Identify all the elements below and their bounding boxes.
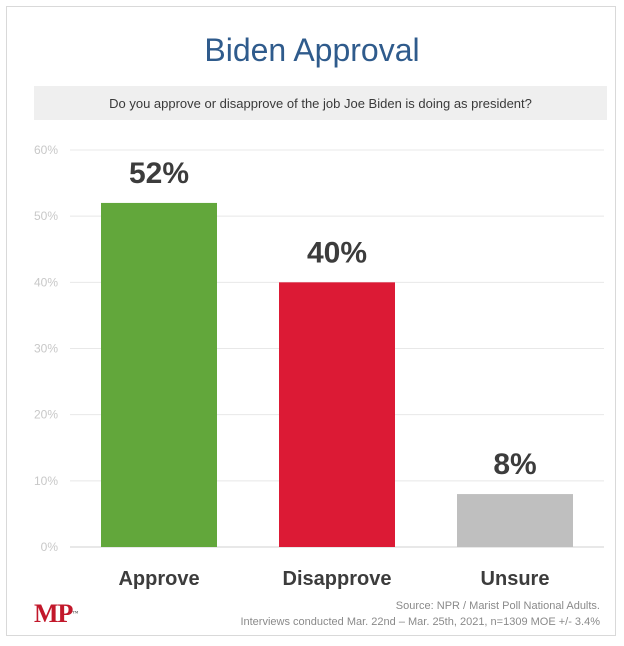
category-label: Unsure [481,568,550,590]
category-label: Approve [118,568,199,590]
y-tick-label: 60% [34,143,58,157]
logo-trademark: ™ [72,611,78,617]
logo-text: MP [34,599,73,628]
bar-unsure [457,494,573,547]
y-tick-label: 30% [34,342,58,356]
category-label: Disapprove [283,568,392,590]
y-tick-label: 40% [34,275,58,289]
chart-title: Biden Approval [204,32,420,68]
y-tick-label: 50% [34,209,58,223]
bar-disapprove [279,282,395,547]
data-label: 52% [129,157,189,190]
marist-poll-logo: MP™ [34,599,78,628]
source-note: Source: NPR / Marist Poll National Adult… [240,598,600,630]
y-tick-label: 0% [41,540,59,554]
data-label: 8% [493,448,536,481]
chart-subtitle: Do you approve or disapprove of the job … [109,95,532,111]
data-label: 40% [307,236,367,269]
source-line-2: Interviews conducted Mar. 22nd – Mar. 25… [240,616,600,628]
y-tick-label: 10% [34,474,58,488]
bar-approve [101,202,217,547]
y-tick-label: 20% [34,408,58,422]
source-line-1: Source: NPR / Marist Poll National Adult… [395,600,600,612]
chart-subtitle-bar: Do you approve or disapprove of the job … [34,86,607,120]
